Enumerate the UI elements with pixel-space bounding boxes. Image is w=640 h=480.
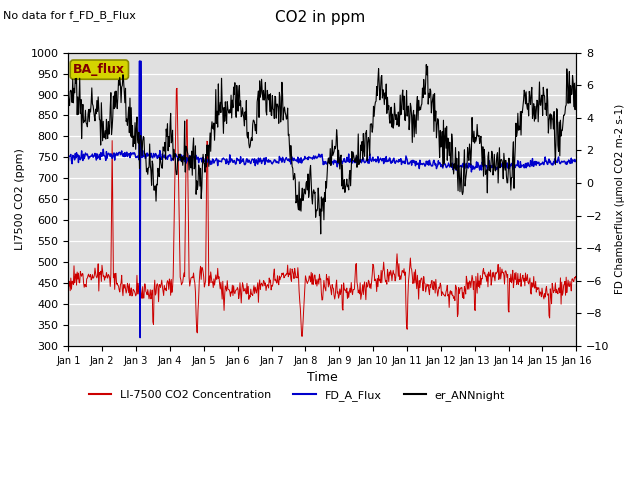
Legend: LI-7500 CO2 Concentration, FD_A_Flux, er_ANNnight: LI-7500 CO2 Concentration, FD_A_Flux, er… xyxy=(84,385,509,405)
Text: BA_flux: BA_flux xyxy=(74,63,125,76)
Text: No data for f_FD_B_Flux: No data for f_FD_B_Flux xyxy=(3,10,136,21)
X-axis label: Time: Time xyxy=(307,372,338,384)
Y-axis label: LI7500 CO2 (ppm): LI7500 CO2 (ppm) xyxy=(15,148,25,250)
Text: CO2 in ppm: CO2 in ppm xyxy=(275,10,365,24)
Y-axis label: FD Chamberflux (μmol CO2 m-2 s-1): FD Chamberflux (μmol CO2 m-2 s-1) xyxy=(615,104,625,294)
